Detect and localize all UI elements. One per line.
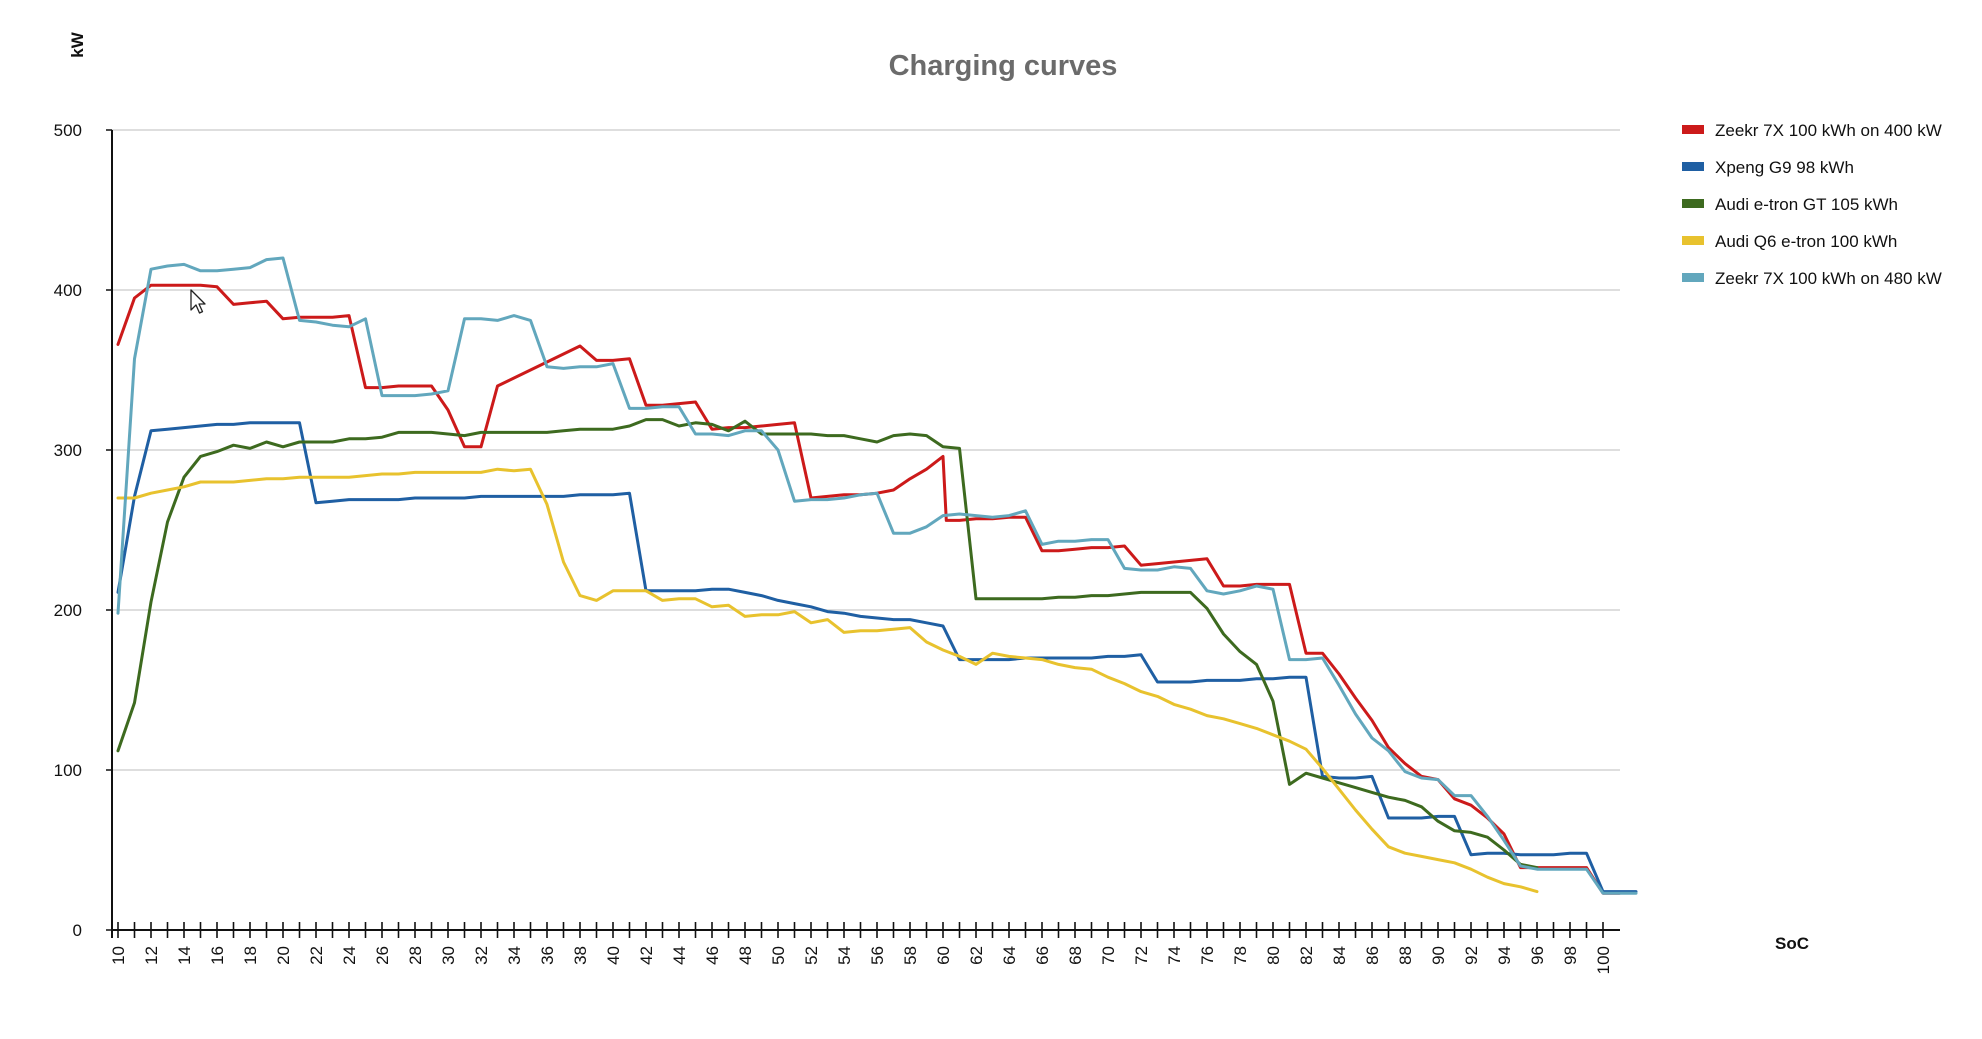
legend-label-2: Xpeng G9 98 kWh — [1715, 158, 1854, 177]
y-tick-label: 300 — [54, 441, 82, 460]
series-line-3 — [116, 418, 1539, 870]
x-tick-label: 36 — [538, 946, 557, 965]
x-tick-label: 10 — [109, 946, 128, 965]
x-tick-label: 30 — [439, 946, 458, 965]
x-tick-label: 20 — [274, 946, 293, 965]
x-axis-title: SoC — [1775, 934, 1809, 953]
legend-swatch-2 — [1682, 162, 1704, 171]
x-tick-label: 24 — [340, 946, 359, 965]
legend-swatch-3 — [1682, 199, 1704, 208]
x-tick-label: 64 — [1000, 946, 1019, 965]
x-tick-label: 34 — [505, 946, 524, 965]
x-tick-label: 46 — [703, 946, 722, 965]
x-tick-label: 26 — [373, 946, 392, 965]
y-tick-label: 200 — [54, 601, 82, 620]
series-lines — [116, 256, 1638, 895]
legend: Zeekr 7X 100 kWh on 400 kW Xpeng G9 98 kW… — [1682, 121, 1942, 288]
y-tick-label: 100 — [54, 761, 82, 780]
x-tick-label: 48 — [736, 946, 755, 965]
x-tick-label: 80 — [1264, 946, 1283, 965]
x-tick-label: 38 — [571, 946, 590, 965]
legend-swatch-4 — [1682, 236, 1704, 245]
y-axis-title: kW — [68, 31, 87, 57]
x-tick-label: 88 — [1396, 946, 1415, 965]
legend-swatch-1 — [1682, 125, 1704, 134]
x-tick-label: 96 — [1528, 946, 1547, 965]
x-tick-label: 52 — [802, 946, 821, 965]
x-tick-label: 22 — [307, 946, 326, 965]
series-line-4 — [116, 467, 1539, 894]
x-tick-label: 100 — [1594, 946, 1613, 974]
x-tick-label: 32 — [472, 946, 491, 965]
legend-label-3: Audi e-tron GT 105 kWh — [1715, 195, 1898, 214]
x-tick-label: 78 — [1231, 946, 1250, 965]
x-tick-label: 12 — [142, 946, 161, 965]
x-tick-label: 68 — [1066, 946, 1085, 965]
x-tick-label: 14 — [175, 946, 194, 965]
gridlines — [112, 129, 1620, 771]
x-tick-label: 72 — [1132, 946, 1151, 965]
x-tick-label: 82 — [1297, 946, 1316, 965]
x-tick-label: 40 — [604, 946, 623, 965]
chart-title: Charging curves — [889, 50, 1118, 82]
axes: 0 100 200 300 400 500 10 12 14 16 18 20 22 24 26 28 30 32… — [54, 121, 1620, 974]
x-tick-label: 62 — [967, 946, 986, 965]
x-tick-label: 16 — [208, 946, 227, 965]
series-line-5 — [116, 256, 1638, 895]
x-tick-label: 70 — [1099, 946, 1118, 965]
x-tick-label: 18 — [241, 946, 260, 965]
y-tick-label: 500 — [54, 121, 82, 140]
x-tick-label: 58 — [901, 946, 920, 965]
x-tick-label: 60 — [934, 946, 953, 965]
x-tick-label: 92 — [1462, 946, 1481, 965]
y-tick-label: 0 — [73, 921, 82, 940]
x-tick-label: 98 — [1561, 946, 1580, 965]
legend-swatch-5 — [1682, 273, 1704, 282]
series-line-2 — [116, 421, 1638, 894]
x-tick-label: 94 — [1495, 946, 1514, 965]
x-tick-label: 50 — [769, 946, 788, 965]
series-line-1 — [116, 283, 1621, 895]
x-tick-label: 76 — [1198, 946, 1217, 965]
x-tick-label: 54 — [835, 946, 854, 965]
legend-label-5: Zeekr 7X 100 kWh on 480 kW — [1715, 269, 1942, 288]
x-tick-label: 84 — [1330, 946, 1349, 965]
x-tick-label: 74 — [1165, 946, 1184, 965]
x-tick-label: 44 — [670, 946, 689, 965]
x-tick-label: 56 — [868, 946, 887, 965]
y-tick-label: 400 — [54, 281, 82, 300]
x-tick-label: 42 — [637, 946, 656, 965]
x-tick-label: 86 — [1363, 946, 1382, 965]
legend-label-4: Audi Q6 e-tron 100 kWh — [1715, 232, 1897, 251]
legend-label-1: Zeekr 7X 100 kWh on 400 kW — [1715, 121, 1942, 140]
x-tick-label: 28 — [406, 946, 425, 965]
x-tick-label: 66 — [1033, 946, 1052, 965]
mouse-cursor-icon — [190, 289, 206, 314]
x-tick-label: 90 — [1429, 946, 1448, 965]
